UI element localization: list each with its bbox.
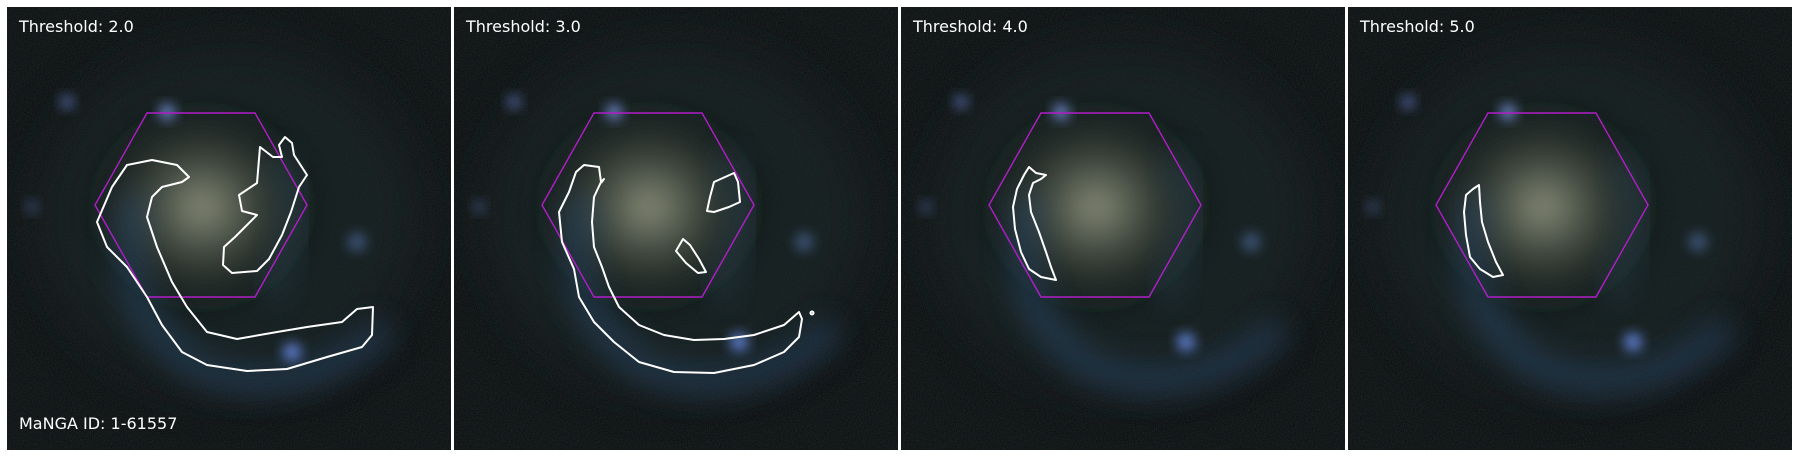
panel-threshold-2: Threshold: 2.0 MaNGA ID: 1-61557 (7, 7, 451, 450)
manga-id-label: MaNGA ID: 1-61557 (19, 414, 178, 433)
contour-left-arm (96, 159, 374, 372)
contours (1463, 184, 1504, 278)
contour-lower-blob (675, 238, 707, 274)
threshold-label: Threshold: 5.0 (1360, 17, 1475, 36)
ifu-hexagon (541, 112, 755, 298)
panel-threshold-3: Threshold: 3.0 (454, 7, 898, 450)
contours (96, 136, 374, 372)
contours (558, 164, 815, 374)
galaxy-image (1348, 7, 1792, 450)
contours (1012, 166, 1057, 281)
threshold-label: Threshold: 4.0 (913, 17, 1028, 36)
contour-left-arm (1463, 184, 1504, 278)
galaxy-glow (1367, 47, 1760, 396)
contour-side-lobe (600, 178, 605, 184)
panel-threshold-5: Threshold: 5.0 (1348, 7, 1792, 450)
galaxy-image (901, 7, 1345, 450)
threshold-label: Threshold: 3.0 (466, 17, 581, 36)
ifu-hexagon (988, 112, 1202, 298)
galaxy-image (7, 7, 451, 450)
ifu-hexagon (94, 112, 308, 298)
galaxy-glow (26, 47, 419, 396)
contour-upper-blob (706, 172, 741, 213)
contour-left-arm (1012, 166, 1057, 281)
contour-left-arm (558, 164, 803, 374)
panel-threshold-4: Threshold: 4.0 (901, 7, 1345, 450)
threshold-label: Threshold: 2.0 (19, 17, 134, 36)
galaxy-image (454, 7, 898, 450)
contour-right-arm (222, 136, 308, 274)
contour-spot (809, 310, 815, 316)
ifu-hexagon (1435, 112, 1649, 298)
